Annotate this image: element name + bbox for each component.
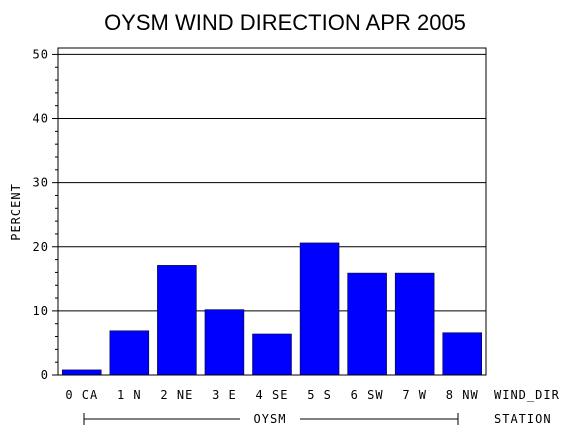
x-axis-label: WIND_DIR — [494, 388, 560, 402]
y-tick-label: 10 — [33, 304, 49, 318]
y-tick-label: 30 — [33, 176, 49, 190]
bar-4-se — [252, 333, 292, 376]
x-tick-label: 4 SE — [256, 388, 289, 402]
y-tick-label: 40 — [33, 112, 49, 126]
bar-6-sw — [347, 272, 387, 376]
x-axis-tick-labels: 0 CA 1 N 2 NE 3 E 4 SE 5 S 6 SW 7 W 8 NW — [65, 388, 479, 402]
x-tick-label: 1 N — [117, 388, 142, 402]
y-tick-label: 50 — [33, 47, 49, 61]
bar-1-n — [109, 330, 150, 376]
bars — [62, 242, 482, 376]
bar-8-nw — [442, 332, 482, 376]
bar-2-ne — [157, 265, 197, 376]
x-tick-label: 2 NE — [160, 388, 193, 402]
plot-frame — [57, 47, 487, 376]
grid-lines — [58, 53, 486, 312]
x-tick-label: 3 E — [212, 388, 237, 402]
y-tick-label: 0 — [41, 368, 49, 382]
y-axis-label: PERCENT — [9, 183, 23, 241]
bar-3-e — [204, 309, 245, 376]
bar-5-s — [299, 242, 340, 376]
group-label: OYSM — [254, 412, 287, 426]
x-tick-label: 6 SW — [351, 388, 384, 402]
group-axis-label: STATION — [494, 412, 552, 426]
x-tick-label: 8 NW — [446, 388, 479, 402]
x-tick-label: 5 S — [307, 388, 332, 402]
bar-0-ca — [62, 369, 102, 376]
y-tick-label: 20 — [33, 240, 49, 254]
x-tick-label: 7 W — [402, 388, 427, 402]
x-tick-label: 0 CA — [65, 388, 98, 402]
y-axis-ticks — [52, 53, 58, 376]
chart-title: OYSM WIND DIRECTION APR 2005 — [104, 10, 466, 35]
y-axis-tick-labels: 0 10 20 30 40 50 — [33, 47, 49, 382]
bar-7-w — [394, 272, 435, 376]
